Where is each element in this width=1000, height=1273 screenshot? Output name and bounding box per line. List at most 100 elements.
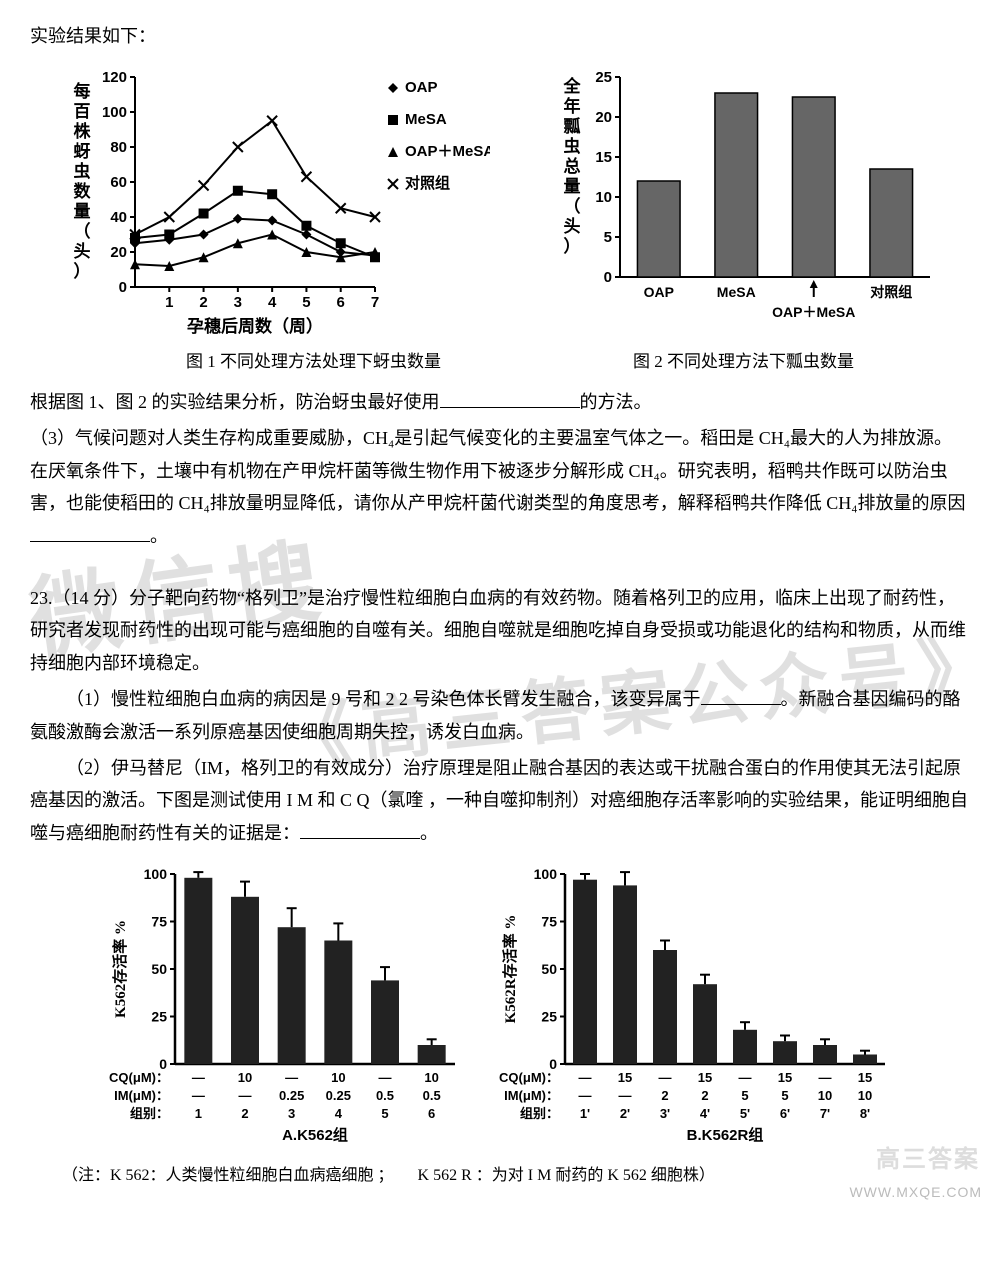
svg-text:15: 15 bbox=[698, 1070, 712, 1085]
svg-text:量: 量 bbox=[564, 176, 581, 196]
svg-text:5: 5 bbox=[302, 294, 310, 311]
svg-text:组别：: 组别： bbox=[520, 1106, 559, 1121]
svg-text:10: 10 bbox=[331, 1070, 345, 1085]
q23-1: （1）慢性粒细胞白血病的病因是 9 号和 2 2 号染色体长臂发生融合，该变异属… bbox=[30, 683, 970, 748]
fill-blank-variation[interactable] bbox=[701, 687, 781, 705]
svg-text:对照组: 对照组 bbox=[870, 284, 912, 300]
svg-text:3: 3 bbox=[288, 1106, 295, 1121]
svg-text:75: 75 bbox=[151, 914, 167, 930]
svg-text:组别：: 组别： bbox=[130, 1106, 169, 1121]
corner-logo: 高三答案 bbox=[876, 1138, 980, 1181]
svg-text:10: 10 bbox=[424, 1070, 438, 1085]
svg-text:10: 10 bbox=[858, 1088, 872, 1103]
svg-text:120: 120 bbox=[102, 69, 127, 86]
svg-text:25: 25 bbox=[151, 1009, 167, 1025]
svg-text:75: 75 bbox=[541, 914, 557, 930]
svg-text:20: 20 bbox=[595, 109, 612, 126]
svg-text:IM(μM)：: IM(μM)： bbox=[114, 1088, 169, 1103]
svg-text:头: 头 bbox=[564, 217, 581, 236]
svg-text:1': 1' bbox=[580, 1106, 590, 1121]
fill-blank-evidence[interactable] bbox=[300, 821, 420, 839]
svg-text:5: 5 bbox=[741, 1088, 748, 1103]
q23-2-prefix: （2）伊马替尼（IM，格列卫的有效成分）治疗原理是阻止融合基因的表达或干扰融合蛋… bbox=[30, 758, 968, 843]
q23-intro: 23.（14 分）分子靶向药物“格列卫”是治疗慢性粒细胞白血病的有效药物。随着格… bbox=[30, 582, 970, 679]
svg-text:—: — bbox=[819, 1070, 832, 1085]
svg-text:全: 全 bbox=[563, 76, 582, 96]
svg-text:3: 3 bbox=[234, 294, 242, 311]
svg-text:0.5: 0.5 bbox=[376, 1088, 394, 1103]
fill-blank-reason[interactable] bbox=[30, 524, 150, 542]
analysis-line: 根据图 1、图 2 的实验结果分析，防治蚜虫最好使用 的方法。 bbox=[30, 386, 970, 418]
svg-text:株: 株 bbox=[74, 121, 92, 141]
svg-text:60: 60 bbox=[110, 174, 127, 191]
svg-text:5: 5 bbox=[781, 1088, 788, 1103]
fill-blank-method[interactable] bbox=[440, 390, 580, 408]
svg-text:IM(μM)：: IM(μM)： bbox=[504, 1088, 559, 1103]
fig1-caption: 图 1 不同处理方法处理下蚜虫数量 bbox=[186, 347, 441, 378]
svg-text:数: 数 bbox=[74, 181, 92, 201]
svg-text:—: — bbox=[619, 1088, 632, 1103]
svg-text:0: 0 bbox=[119, 279, 127, 296]
svg-text:B.K562R组: B.K562R组 bbox=[687, 1126, 764, 1144]
svg-text:0.25: 0.25 bbox=[279, 1088, 304, 1103]
svg-text:—: — bbox=[739, 1070, 752, 1085]
chartB: 0255075100CQ(μM)：IM(μM)：组别：——1'15—2'—23'… bbox=[495, 864, 895, 1154]
svg-text:6': 6' bbox=[780, 1106, 790, 1121]
svg-text:—: — bbox=[659, 1070, 672, 1085]
svg-text:—: — bbox=[285, 1070, 298, 1085]
svg-text:10: 10 bbox=[595, 189, 612, 206]
q3-text: （3）气候问题对人类生存构成重要威胁，CH₄是引起气候变化的主要温室气体之一。稻… bbox=[30, 428, 966, 513]
svg-text:）: ） bbox=[74, 261, 91, 281]
svg-text:瓢: 瓢 bbox=[564, 116, 581, 136]
svg-text:OAP: OAP bbox=[405, 79, 438, 96]
svg-text:OAP＋MeSA: OAP＋MeSA bbox=[772, 304, 855, 320]
svg-text:OAP: OAP bbox=[644, 284, 674, 300]
chartA: 0255075100CQ(μM)：IM(μM)：组别：——110—2—0.253… bbox=[105, 864, 465, 1154]
svg-text:百: 百 bbox=[74, 102, 91, 121]
svg-text:100: 100 bbox=[534, 866, 558, 882]
intro-text: 实验结果如下： bbox=[30, 20, 970, 52]
footnote: （注：K 562：人类慢性粒细胞白血病癌细胞 ； K 562 R ：为对 I M… bbox=[30, 1162, 970, 1191]
svg-text:（: （ bbox=[74, 221, 91, 241]
svg-text:6: 6 bbox=[428, 1106, 435, 1121]
svg-text:—: — bbox=[579, 1088, 592, 1103]
svg-text:100: 100 bbox=[102, 104, 127, 121]
svg-text:50: 50 bbox=[541, 961, 557, 977]
svg-text:50: 50 bbox=[151, 961, 167, 977]
svg-text:2: 2 bbox=[701, 1088, 708, 1103]
svg-text:—: — bbox=[239, 1088, 252, 1103]
fig2-container: 0510152025OAPMeSAOAP＋MeSA对照组全年瓢虫总量（头） bbox=[550, 62, 940, 342]
svg-text:虫: 虫 bbox=[74, 161, 91, 181]
svg-text:2': 2' bbox=[620, 1106, 630, 1121]
svg-text:0.5: 0.5 bbox=[423, 1088, 441, 1103]
svg-text:（: （ bbox=[564, 196, 581, 216]
svg-text:4: 4 bbox=[268, 294, 277, 311]
fig1-container: 0204060801001201234567每百株蚜虫数量（头）孕穗后周数（周）… bbox=[60, 62, 490, 342]
svg-text:2: 2 bbox=[199, 294, 207, 311]
svg-text:CQ(μM)：: CQ(μM)： bbox=[109, 1070, 169, 1085]
svg-text:4': 4' bbox=[700, 1106, 710, 1121]
svg-text:5: 5 bbox=[604, 229, 612, 246]
caption-row-1: 图 1 不同处理方法处理下蚜虫数量 图 2 不同处理方法下瓢虫数量 bbox=[30, 347, 970, 378]
q23-2: （2）伊马替尼（IM，格列卫的有效成分）治疗原理是阻止融合基因的表达或干扰融合蛋… bbox=[30, 752, 970, 849]
svg-text:25: 25 bbox=[595, 69, 612, 86]
svg-text:头: 头 bbox=[74, 242, 91, 261]
fig1-chart: 0204060801001201234567每百株蚜虫数量（头）孕穗后周数（周）… bbox=[60, 62, 490, 342]
svg-text:5: 5 bbox=[381, 1106, 388, 1121]
svg-text:总: 总 bbox=[564, 156, 581, 176]
svg-text:8': 8' bbox=[860, 1106, 870, 1121]
analysis-suffix: 的方法。 bbox=[580, 392, 652, 412]
charts-row-1: 0204060801001201234567每百株蚜虫数量（头）孕穗后周数（周）… bbox=[30, 62, 970, 342]
svg-text:5': 5' bbox=[740, 1106, 750, 1121]
analysis-prefix: 根据图 1、图 2 的实验结果分析，防治蚜虫最好使用 bbox=[30, 392, 440, 412]
svg-text:15: 15 bbox=[858, 1070, 872, 1085]
svg-text:40: 40 bbox=[110, 209, 127, 226]
svg-text:K562存活率 %: K562存活率 % bbox=[111, 920, 129, 1018]
svg-text:—: — bbox=[192, 1070, 205, 1085]
svg-text:每: 每 bbox=[74, 81, 91, 101]
svg-text:1: 1 bbox=[165, 294, 173, 311]
svg-text:A.K562组: A.K562组 bbox=[282, 1126, 348, 1144]
svg-text:K562R存活率 %: K562R存活率 % bbox=[501, 915, 519, 1024]
svg-text:对照组: 对照组 bbox=[405, 174, 450, 192]
charts-row-2: 0255075100CQ(μM)：IM(μM)：组别：——110—2—0.253… bbox=[30, 864, 970, 1154]
